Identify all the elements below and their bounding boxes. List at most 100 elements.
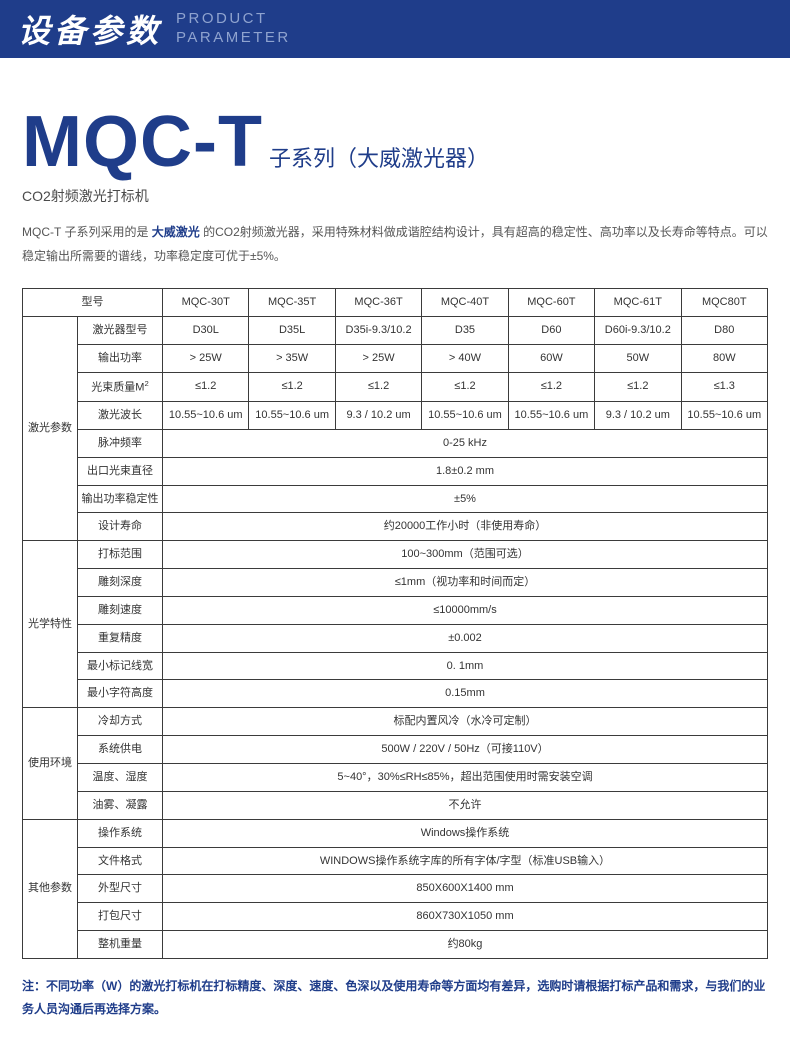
row-label: 整机重量 [78,931,163,959]
title-row: MQC-T 子系列（大威激光器） [22,106,768,178]
col-model-6: MQC80T [681,289,767,317]
content-area: MQC-T 子系列（大威激光器） CO2射频激光打标机 MQC-T 子系列采用的… [0,58,790,1051]
row-label: 打标范围 [78,541,163,569]
cell: 9.3 / 10.2 um [335,402,421,430]
beamq-sup: 2 [144,379,148,388]
table-row: 最小标记线宽0. 1mm [23,652,768,680]
cell-span: 0-25 kHz [163,429,768,457]
cat-env: 使用环境 [23,708,78,819]
row-label: 油雾、凝露 [78,791,163,819]
header-en-line1: PRODUCT [176,10,291,29]
cell-span: ≤10000mm/s [163,596,768,624]
product-subtitle: CO2射频激光打标机 [22,186,768,206]
cell-span: 100~300mm（范围可选） [163,541,768,569]
row-label: 最小字符高度 [78,680,163,708]
cat-other: 其他参数 [23,819,78,958]
table-row: 设计寿命约20000工作小时（非使用寿命） [23,513,768,541]
col-model-3: MQC-40T [422,289,508,317]
cell-span: 不允许 [163,791,768,819]
cell: 10.55~10.6 um [681,402,767,430]
col-model-0: MQC-30T [163,289,249,317]
table-row: 输出功率 > 25W > 35W > 25W > 40W 60W 50W 80W [23,344,768,372]
cell: 50W [595,344,681,372]
spec-table: 型号 MQC-30T MQC-35T MQC-36T MQC-40T MQC-6… [22,288,768,959]
row-label: 输出功率 [78,344,163,372]
row-label: 出口光束直径 [78,457,163,485]
col-model-5: MQC-61T [595,289,681,317]
cell: 60W [508,344,594,372]
product-series: 子系列（大威激光器） [269,141,489,173]
header-en-line2: PARAMETER [176,29,291,48]
cell: ≤1.3 [681,372,767,402]
cell: D35i-9.3/10.2 [335,316,421,344]
row-label: 雕刻速度 [78,596,163,624]
row-label: 操作系统 [78,819,163,847]
cell: D35L [249,316,335,344]
cell-span: 0. 1mm [163,652,768,680]
cell: ≤1.2 [335,372,421,402]
row-label: 打包尺寸 [78,903,163,931]
cell-span: 5~40°，30%≤RH≤85%，超出范围使用时需安装空调 [163,764,768,792]
table-row: 重复精度±0.002 [23,624,768,652]
row-label: 输出功率稳定性 [78,485,163,513]
table-row: 温度、湿度5~40°，30%≤RH≤85%，超出范围使用时需安装空调 [23,764,768,792]
intro-text-a: MQC-T 子系列采用的是 [22,225,152,239]
table-row: 其他参数操作系统Windows操作系统 [23,819,768,847]
table-row: 系统供电500W / 220V / 50Hz（可接110V） [23,736,768,764]
cell-span: 约80kg [163,931,768,959]
cell: ≤1.2 [249,372,335,402]
cell: D35 [422,316,508,344]
col-model-4: MQC-60T [508,289,594,317]
cell-span: 850X600X1400 mm [163,875,768,903]
cell: ≤1.2 [163,372,249,402]
cell-span: 500W / 220V / 50Hz（可接110V） [163,736,768,764]
table-row: 油雾、凝露不允许 [23,791,768,819]
table-row: 雕刻深度≤1mm（视功率和时间而定） [23,569,768,597]
table-row: 脉冲频率0-25 kHz [23,429,768,457]
row-label: 重复精度 [78,624,163,652]
header-title-cn: 设备参数 [18,6,162,52]
header-bar: 设备参数 PRODUCT PARAMETER [0,0,790,58]
cell-span: 860X730X1050 mm [163,903,768,931]
cell-span: 1.8±0.2 mm [163,457,768,485]
row-label: 最小标记线宽 [78,652,163,680]
header-model-label: 型号 [23,289,163,317]
row-label: 温度、湿度 [78,764,163,792]
cell: D80 [681,316,767,344]
table-row: 输出功率稳定性±5% [23,485,768,513]
footnote: 注：不同功率（W）的激光打标机在打标精度、深度、速度、色深以及使用寿命等方面均有… [22,975,768,1021]
cell: 9.3 / 10.2 um [595,402,681,430]
cat-optic: 光学特性 [23,541,78,708]
cell: D60 [508,316,594,344]
header-title-en: PRODUCT PARAMETER [176,10,291,48]
table-row: 光束质量M2 ≤1.2 ≤1.2 ≤1.2 ≤1.2 ≤1.2 ≤1.2 ≤1.… [23,372,768,402]
table-row: 最小字符高度0.15mm [23,680,768,708]
cell-span: ±5% [163,485,768,513]
intro-paragraph: MQC-T 子系列采用的是 大威激光 的CO2射频激光器，采用特殊材料做成谐腔结… [22,220,768,268]
beamq-text: 光束质量M [91,381,144,393]
row-label: 系统供电 [78,736,163,764]
col-model-2: MQC-36T [335,289,421,317]
row-label: 冷却方式 [78,708,163,736]
row-label: 雕刻深度 [78,569,163,597]
table-row: 使用环境冷却方式标配内置风冷（水冷可定制） [23,708,768,736]
row-label: 激光器型号 [78,316,163,344]
cell-span: WINDOWS操作系统字库的所有字体/字型（标准USB输入） [163,847,768,875]
intro-brand: 大威激光 [152,225,200,239]
cell-span: ≤1mm（视功率和时间而定） [163,569,768,597]
cell: 10.55~10.6 um [163,402,249,430]
cell: 10.55~10.6 um [508,402,594,430]
row-label-beamq: 光束质量M2 [78,372,163,402]
cell: ≤1.2 [595,372,681,402]
cell-span: ±0.002 [163,624,768,652]
cat-laser: 激光参数 [23,316,78,540]
cell: > 25W [335,344,421,372]
cell: 10.55~10.6 um [422,402,508,430]
table-header-row: 型号 MQC-30T MQC-35T MQC-36T MQC-40T MQC-6… [23,289,768,317]
row-label: 外型尺寸 [78,875,163,903]
table-row: 打包尺寸860X730X1050 mm [23,903,768,931]
table-row: 出口光束直径1.8±0.2 mm [23,457,768,485]
cell: 80W [681,344,767,372]
table-row: 整机重量约80kg [23,931,768,959]
cell-span: 标配内置风冷（水冷可定制） [163,708,768,736]
